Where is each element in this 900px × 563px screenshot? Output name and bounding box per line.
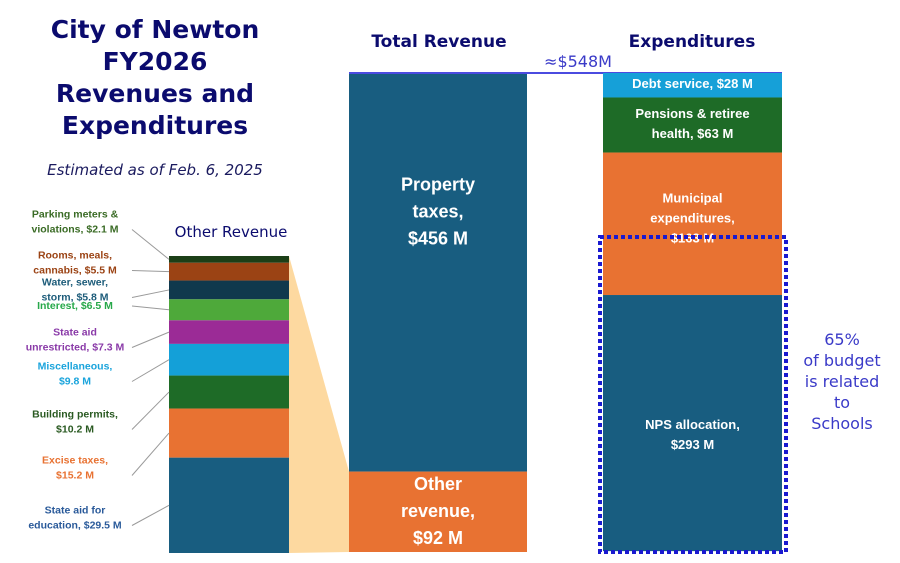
other-segment-water-sewer-storm (169, 280, 289, 300)
leader-line-state-aid-for-education (131, 504, 170, 526)
total-label: ≈$548M (544, 52, 612, 71)
other-label-parking-meters-violations: Parking meters & violations, $2.1 M (32, 208, 119, 235)
revenue-label-property-taxes: Property taxes, $456 M (401, 174, 475, 248)
title-line-4: Expenditures (61, 111, 249, 140)
other-label-water-sewer-storm: Water, sewer, storm, $5.8 M (41, 276, 108, 303)
other-segment-state-aid-for-education (169, 457, 289, 553)
leader-line-water-sewer-storm (131, 289, 170, 298)
other-label-building-permits: Building permits, $10.2 M (32, 408, 118, 435)
other-revenue-heading: Other Revenue (174, 223, 288, 241)
other-label-state-aid-unrestricted: State aid unrestricted, $7.3 M (26, 326, 125, 353)
chart-subtitle: Estimated as of Feb. 6, 2025 (47, 161, 263, 179)
leader-line-state-aid-unrestricted (131, 331, 170, 348)
title-line-3: Revenues and (55, 79, 255, 108)
expenditure-label-pensions-retiree-health: Pensions & retiree health, $63 M (635, 106, 749, 141)
expenditure-label-municipal-expenditures: Municipal expenditures, $163 M (650, 191, 735, 246)
leader-line-interest (131, 305, 170, 311)
expenditure-segment-debt-service (603, 73, 782, 98)
leader-line-building-permits (131, 391, 170, 430)
other-segment-miscellaneous (169, 343, 289, 376)
expenditure-segment-nps-allocation (603, 295, 782, 552)
other-segment-parking-meters-violations (169, 256, 289, 263)
zoom-connector (289, 256, 349, 553)
revenue-segment-property-taxes (349, 73, 527, 472)
other-segment-building-permits (169, 375, 289, 409)
title-line-2: FY2026 (102, 47, 208, 76)
other-label-excise-taxes: Excise taxes, $15.2 M (42, 454, 108, 481)
expenditure-label-debt-service: Debt service, $28 M (632, 77, 753, 92)
other-label-miscellaneous: Miscellaneous, $9.8 M (38, 360, 113, 387)
expenditure-segment-municipal-expenditures (603, 152, 782, 296)
schools-highlight-box (598, 235, 788, 554)
other-segment-rooms-meals-cannabis (169, 262, 289, 281)
revenue-segment-other-revenue (349, 471, 527, 552)
leader-line-rooms-meals-cannabis (131, 270, 170, 273)
expenditure-segment-pensions-retiree-health (603, 97, 782, 153)
other-segment-interest (169, 299, 289, 321)
other-label-state-aid-for-education: State aid for education, $29.5 M (28, 504, 122, 531)
other-segment-excise-taxes (169, 408, 289, 458)
revenue-heading: Total Revenue (371, 32, 507, 52)
expenditure-heading: Expenditures (628, 32, 756, 52)
title-line-1: City of Newton (50, 15, 260, 44)
chart-title: City of Newton FY2026 Revenues and Expen… (20, 14, 290, 142)
other-label-rooms-meals-cannabis: Rooms, meals, cannabis, $5.5 M (33, 249, 117, 276)
revenue-label-other-revenue: Other revenue, $92 M (401, 474, 475, 548)
leader-line-miscellaneous (131, 359, 170, 382)
other-segment-state-aid-unrestricted (169, 320, 289, 344)
expenditure-label-nps-allocation: NPS allocation, $293 M (645, 418, 740, 453)
schools-note: 65% of budget is related to Schools (803, 330, 880, 433)
other-label-interest: Interest, $6.5 M (37, 300, 113, 312)
leader-line-excise-taxes (131, 432, 170, 476)
leader-line-parking-meters-violations (131, 229, 170, 260)
